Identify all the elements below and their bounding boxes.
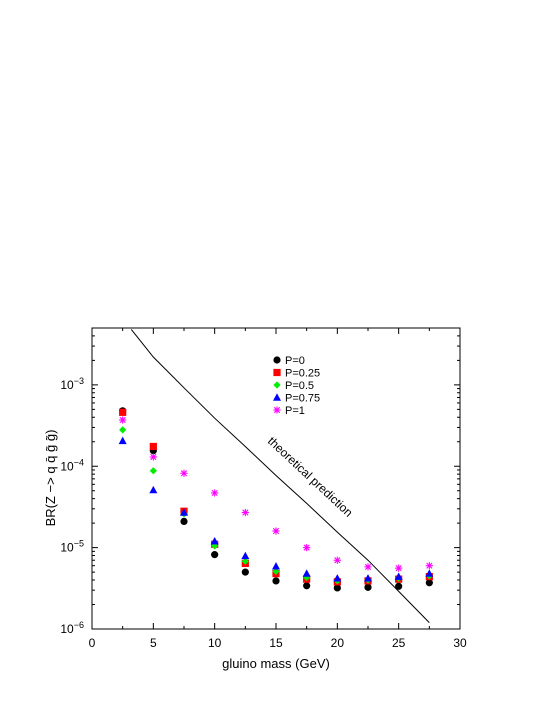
x-axis: 0 5 10 15 20 25 30 [89, 328, 467, 650]
y-tick-label: 10−3 [60, 376, 84, 392]
legend-label: P=0.25 [285, 368, 320, 380]
data-point-p-0 [425, 579, 433, 587]
data-points [118, 407, 434, 592]
data-point-p-0-75 [149, 485, 158, 494]
data-point-p-0-75 [272, 562, 280, 570]
data-point-p-0-75 [210, 536, 219, 545]
legend-label: P=1 [285, 405, 305, 417]
data-point-p-1 [119, 416, 127, 424]
data-point-p-0-25 [149, 442, 157, 451]
data-point-p-1 [425, 562, 433, 570]
data-point-p-1 [180, 469, 188, 477]
data-point-p-0-5 [272, 567, 280, 576]
x-tick-label: 10 [208, 636, 222, 650]
data-point-p-0 [180, 517, 188, 526]
legend-label: P=0 [285, 355, 305, 367]
y-tick-label: 10−6 [60, 620, 84, 636]
legend-label: P=0.5 [285, 380, 314, 392]
data-point-p-0-5 [241, 557, 249, 565]
data-point-p-0-75 [118, 436, 127, 445]
data-point-p-0-75 [333, 574, 342, 582]
data-point-p-0 [364, 583, 372, 591]
data-point-p-0-75 [394, 572, 403, 580]
legend-marker [273, 393, 281, 401]
x-tick-label: 15 [269, 636, 283, 650]
data-point-p-0-75 [180, 508, 188, 516]
data-point-p-0-25 [119, 408, 127, 416]
data-point-p-0 [241, 568, 249, 576]
data-point-p-1 [241, 508, 249, 517]
theory-curve-line [130, 329, 430, 623]
data-point-p-0 [303, 582, 311, 590]
data-point-p-1 [303, 544, 311, 552]
legend-marker [273, 381, 281, 389]
data-point-p-0-5 [119, 426, 127, 434]
legend-marker [273, 356, 281, 364]
data-point-p-0 [333, 584, 341, 592]
data-point-p-1 [395, 564, 403, 572]
data-point-p-0-75 [425, 569, 434, 577]
legend-marker [273, 368, 281, 377]
x-axis-label: gluino mass (GeV) [222, 656, 330, 671]
data-point-p-1 [333, 556, 341, 564]
data-point-p-0-5 [303, 573, 311, 582]
legend-label: P=0.75 [285, 393, 320, 405]
data-point-p-0 [395, 582, 403, 590]
x-tick-label: 25 [392, 636, 406, 650]
y-axis-label: BR(Z −> q q̄ g̃ g̃) [43, 430, 58, 527]
legend: P=0P=0.25P=0.5P=0.75P=1 [273, 355, 320, 417]
data-point-p-0-5 [149, 467, 157, 475]
y-tick-label: 10−4 [60, 457, 84, 473]
x-tick-label: 5 [150, 636, 157, 650]
data-point-p-0 [272, 577, 280, 585]
data-point-p-1 [364, 563, 372, 571]
x-tick-label: 20 [331, 636, 345, 650]
y-axis: 10−6 10−5 10−4 10−3 [60, 327, 460, 636]
data-point-p-0-75 [302, 569, 311, 577]
x-tick-label: 0 [89, 636, 96, 650]
y-tick-label: 10−5 [60, 539, 84, 555]
data-point-p-1 [149, 453, 157, 461]
legend-marker [273, 406, 281, 414]
data-point-p-1 [211, 489, 219, 497]
data-point-p-1 [272, 527, 280, 535]
data-point-p-0-75 [364, 574, 372, 582]
data-point-p-0-75 [241, 551, 250, 560]
x-tick-label: 30 [453, 636, 467, 650]
data-point-p-0 [211, 551, 219, 559]
theory-curve-group [130, 329, 430, 623]
